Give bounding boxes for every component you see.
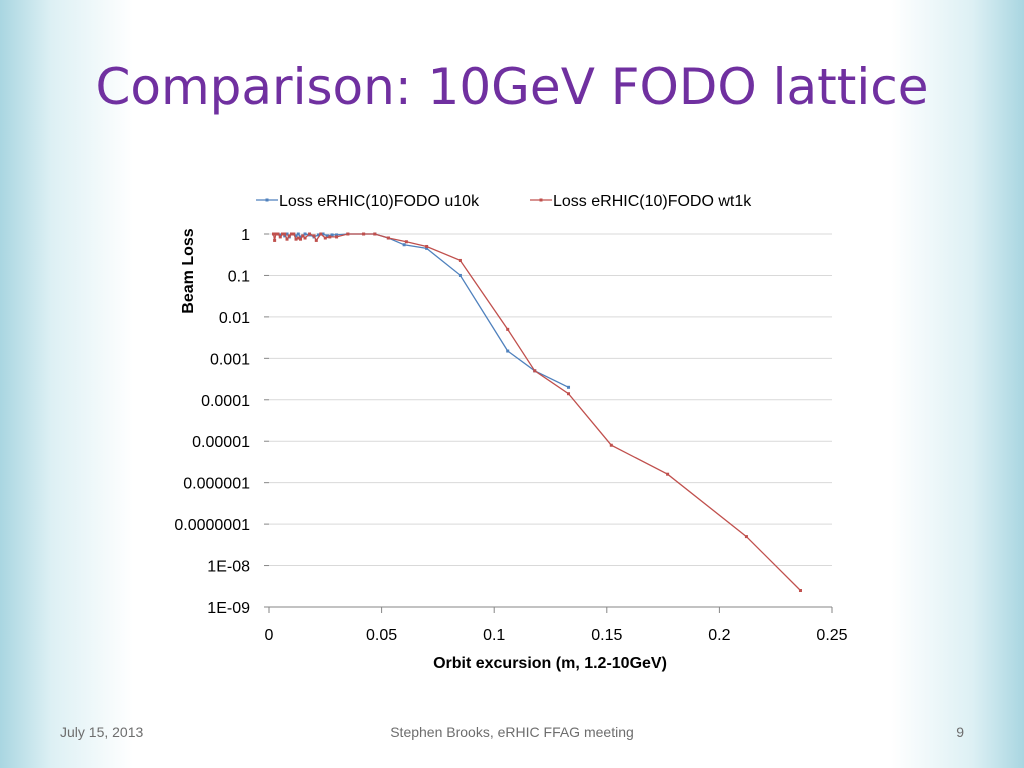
y-tick-label: 1E-09	[207, 600, 250, 617]
legend-marker	[265, 198, 269, 202]
data-point	[296, 236, 300, 240]
data-point	[303, 236, 307, 240]
y-tick-label: 0.001	[210, 351, 250, 368]
data-point	[285, 232, 289, 236]
data-point	[317, 233, 321, 237]
data-point	[301, 234, 305, 238]
data-point	[744, 535, 748, 539]
y-tick-label: 0.1	[228, 268, 250, 285]
page-number: 9	[956, 724, 964, 740]
data-point	[299, 237, 303, 241]
legend-item: Loss eRHIC(10)FODO wt1k	[530, 193, 752, 210]
y-tick-label: 0.0000001	[174, 517, 250, 534]
data-point	[312, 234, 316, 238]
data-point	[287, 234, 291, 238]
data-point	[425, 244, 429, 248]
x-axis-label: Orbit excursion (m, 1.2-10GeV)	[433, 655, 667, 672]
data-point	[283, 234, 287, 238]
legend-item: Loss eRHIC(10)FODO u10k	[256, 193, 480, 210]
data-point	[296, 232, 300, 236]
data-point	[567, 392, 571, 396]
data-point	[506, 349, 510, 353]
chart-axes	[264, 233, 833, 613]
data-point	[326, 234, 330, 238]
data-point	[506, 327, 510, 331]
beam-loss-chart: 1E-09 1E-08 0.0000001 0.000001 0.00001 0.0001…	[174, 193, 847, 672]
data-point	[294, 237, 298, 241]
y-tick-label: 1	[241, 227, 250, 244]
legend-marker	[539, 198, 543, 202]
data-point	[386, 236, 390, 240]
data-point	[321, 232, 325, 236]
data-point	[666, 472, 670, 476]
data-point	[330, 233, 334, 237]
legend-label: Loss eRHIC(10)FODO wt1k	[553, 193, 752, 210]
data-point	[299, 235, 303, 239]
series-line	[273, 233, 569, 388]
y-axis-label: Beam Loss	[180, 228, 197, 313]
data-point	[373, 232, 377, 236]
data-point	[314, 238, 318, 242]
data-point	[335, 235, 339, 239]
data-point	[458, 273, 462, 277]
data-point	[798, 589, 802, 593]
x-tick-label: 0.05	[366, 627, 397, 644]
footer-date: July 15, 2013	[60, 724, 144, 740]
chart-tick-labels: 1E-09 1E-08 0.0000001 0.000001 0.00001 0.0001…	[174, 227, 847, 644]
chart-gridlines	[269, 233, 832, 567]
data-point	[308, 232, 312, 236]
data-point	[458, 258, 462, 262]
x-tick-label: 0.15	[591, 627, 622, 644]
x-tick-label: 0.2	[708, 627, 730, 644]
data-point	[278, 233, 282, 237]
data-point	[292, 232, 296, 236]
data-point	[533, 369, 537, 373]
data-point	[273, 238, 277, 242]
data-point	[335, 233, 339, 237]
data-point	[402, 243, 406, 247]
data-point	[323, 236, 327, 240]
data-point	[567, 385, 571, 389]
series-line	[272, 233, 801, 591]
y-tick-label: 0.00001	[192, 434, 250, 451]
data-point	[303, 232, 307, 236]
chart-series	[272, 232, 802, 593]
data-point	[278, 235, 282, 239]
x-tick-label: 0.1	[483, 627, 505, 644]
chart-legend: Loss eRHIC(10)FODO u10k Loss eRHIC(10)FOD…	[256, 193, 752, 210]
data-point	[290, 232, 294, 236]
data-point	[319, 232, 323, 236]
x-tick-label: 0.25	[816, 627, 847, 644]
data-point	[276, 232, 280, 236]
data-point	[609, 443, 613, 447]
data-point	[404, 240, 408, 244]
x-tick-label: 0	[265, 627, 274, 644]
slide-title: Comparison: 10GeV FODO lattice	[95, 58, 929, 116]
data-point	[285, 237, 289, 241]
data-point	[346, 232, 350, 236]
data-point	[362, 232, 366, 236]
y-tick-label: 1E-08	[207, 559, 250, 576]
series-0	[272, 232, 571, 389]
data-point	[283, 232, 287, 236]
y-tick-label: 0.01	[219, 310, 250, 327]
data-point	[281, 232, 285, 236]
data-point	[274, 232, 278, 236]
data-point	[328, 235, 332, 239]
series-1	[272, 232, 802, 593]
y-tick-label: 0.000001	[183, 476, 250, 493]
data-point	[294, 234, 298, 238]
data-point	[272, 232, 276, 236]
footer-presenter: Stephen Brooks, eRHIC FFAG meeting	[390, 724, 634, 740]
data-point	[425, 246, 429, 250]
y-tick-label: 0.0001	[201, 393, 250, 410]
legend-label: Loss eRHIC(10)FODO u10k	[279, 193, 480, 210]
